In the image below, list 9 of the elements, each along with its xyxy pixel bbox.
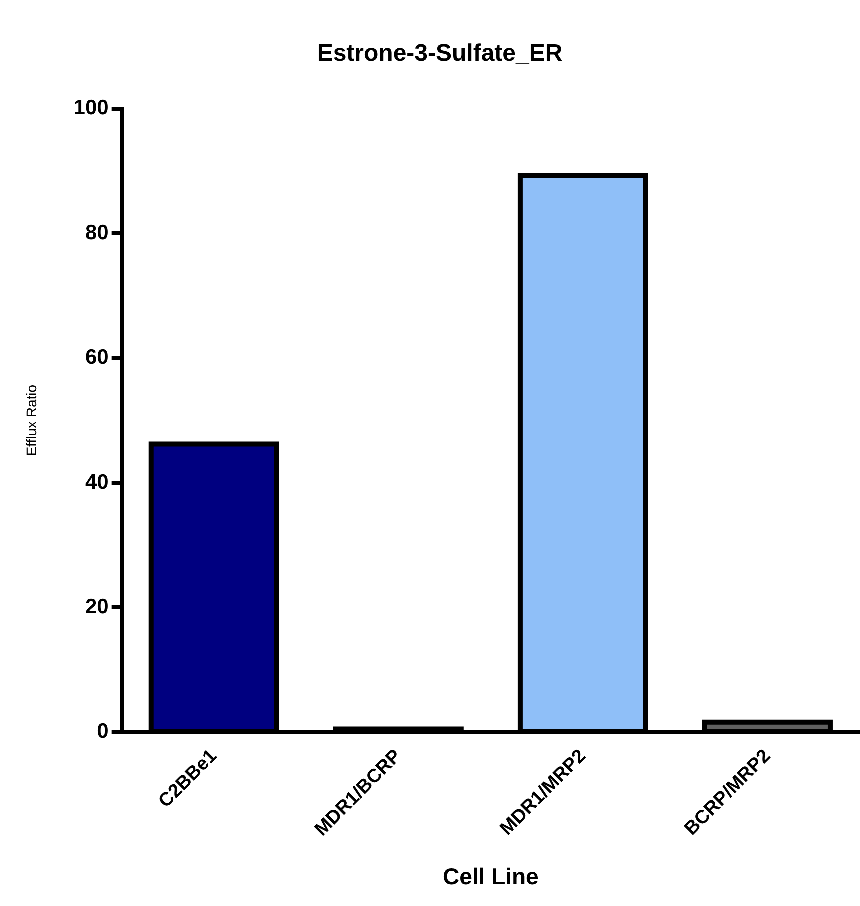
x-axis-title: Cell Line — [442, 864, 539, 890]
y-axis-title: Efflux Ratio — [23, 384, 40, 456]
y-tick-label: 40 — [85, 470, 109, 494]
chart-title: Estrone-3-Sulfate_ER — [317, 40, 563, 68]
y-tick-label: 100 — [74, 96, 109, 120]
y-tick-label: 0 — [97, 720, 109, 744]
y-tick-label: 20 — [85, 595, 109, 618]
y-tick-label: 80 — [85, 221, 109, 244]
y-tick-label: 60 — [85, 346, 109, 370]
